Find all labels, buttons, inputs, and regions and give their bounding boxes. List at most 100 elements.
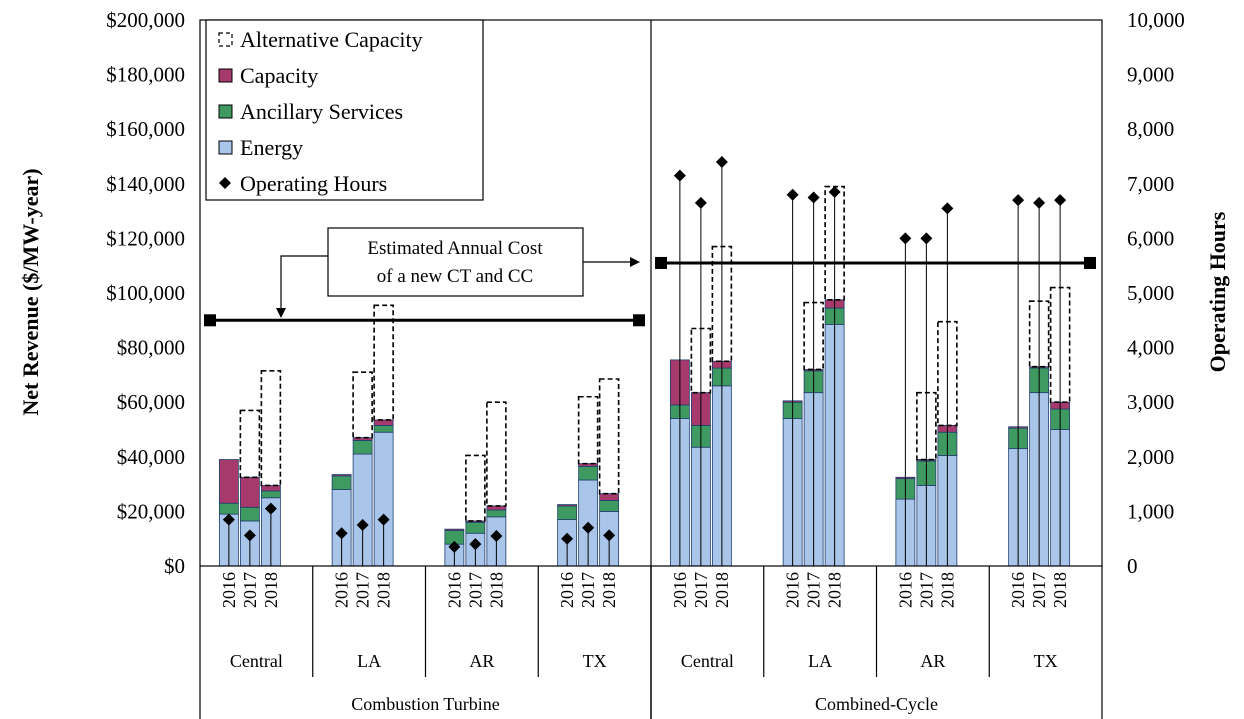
year-label: 2017 xyxy=(578,572,598,608)
year-label: 2016 xyxy=(332,572,352,608)
y-left-axis-title: Net Revenue ($/MW-year) xyxy=(18,168,43,415)
bar-ancillary xyxy=(240,507,259,521)
bar-capacity xyxy=(600,494,619,501)
legend-label-hours: Operating Hours xyxy=(240,171,387,196)
year-label: 2018 xyxy=(261,572,281,608)
y-left-tick-label: $20,000 xyxy=(117,499,185,523)
bar-capacity xyxy=(261,485,280,490)
year-label: 2016 xyxy=(670,572,690,608)
year-label: 2018 xyxy=(599,572,619,608)
y-right-axis-title: Operating Hours xyxy=(1205,211,1230,372)
bar-ancillary xyxy=(332,476,351,490)
annotation-arrowhead-left xyxy=(276,308,286,318)
y-right-tick-label: 8,000 xyxy=(1127,117,1174,141)
legend-label-capacity: Capacity xyxy=(240,63,318,88)
hours-marker xyxy=(695,197,707,209)
legend-label-energy: Energy xyxy=(240,135,303,160)
year-label: 2017 xyxy=(1029,572,1049,608)
y-right-tick-label: 7,000 xyxy=(1127,172,1174,196)
bar-ancillary xyxy=(466,522,485,533)
cost-line-marker xyxy=(633,314,645,326)
bar-alt-capacity xyxy=(261,371,280,486)
year-label: 2017 xyxy=(465,572,485,608)
hours-marker xyxy=(674,170,686,182)
region-label: Central xyxy=(230,651,283,671)
year-label: 2018 xyxy=(937,572,957,608)
hours-marker xyxy=(787,189,799,201)
group-label: Combined-Cycle xyxy=(815,694,938,714)
bar-ancillary xyxy=(261,491,280,498)
y-left-tick-label: $200,000 xyxy=(106,8,185,32)
legend-swatch-capacity xyxy=(219,69,232,82)
year-label: 2018 xyxy=(712,572,732,608)
bar-capacity xyxy=(445,529,464,530)
bar-alt-capacity xyxy=(466,455,485,521)
year-label: 2018 xyxy=(1050,572,1070,608)
y-right-tick-label: 3,000 xyxy=(1127,390,1174,414)
bar-ancillary xyxy=(374,425,393,432)
legend-label-alt-capacity: Alternative Capacity xyxy=(240,27,423,52)
y-left-tick-label: $160,000 xyxy=(106,117,185,141)
region-label: TX xyxy=(583,651,607,671)
y-right-tick-label: 4,000 xyxy=(1127,336,1174,360)
year-label: 2017 xyxy=(916,572,936,608)
hours-marker xyxy=(1012,194,1024,206)
bar-alt-capacity xyxy=(600,379,619,494)
annotation-arrow-left xyxy=(281,256,328,314)
bar-ancillary xyxy=(600,500,619,511)
bar-alt-capacity xyxy=(353,372,372,438)
cost-line-marker xyxy=(204,314,216,326)
y-left-tick-label: $80,000 xyxy=(117,336,185,360)
y-left-tick-label: $60,000 xyxy=(117,390,185,414)
year-label: 2016 xyxy=(219,572,239,608)
bar-ancillary xyxy=(487,510,506,517)
region-label: TX xyxy=(1034,651,1058,671)
y-left-tick-label: $40,000 xyxy=(117,445,185,469)
group-label: Combustion Turbine xyxy=(351,694,500,714)
bar-alt-capacity xyxy=(240,410,259,477)
bar-capacity xyxy=(374,420,393,425)
bar-capacity xyxy=(219,460,238,504)
region-label: LA xyxy=(357,651,381,671)
bar-ancillary xyxy=(558,506,577,520)
bar-alt-capacity xyxy=(374,305,393,420)
hours-marker xyxy=(941,202,953,214)
y-right-tick-label: 2,000 xyxy=(1127,445,1174,469)
bar-ancillary xyxy=(219,503,238,514)
year-label: 2017 xyxy=(353,572,373,608)
hours-marker xyxy=(808,191,820,203)
year-label: 2018 xyxy=(825,572,845,608)
y-right-tick-label: 5,000 xyxy=(1127,281,1174,305)
year-label: 2016 xyxy=(895,572,915,608)
y-left-tick-label: $120,000 xyxy=(106,226,185,250)
legend-label-ancillary: Ancillary Services xyxy=(240,99,403,124)
year-label: 2016 xyxy=(557,572,577,608)
hours-marker xyxy=(920,232,932,244)
region-label: AR xyxy=(469,651,494,671)
year-label: 2018 xyxy=(374,572,394,608)
region-label: AR xyxy=(920,651,945,671)
legend-swatch-ancillary xyxy=(219,105,232,118)
hours-marker xyxy=(899,232,911,244)
year-label: 2017 xyxy=(691,572,711,608)
year-label: 2016 xyxy=(1008,572,1028,608)
region-label: LA xyxy=(808,651,832,671)
y-left-tick-label: $0 xyxy=(164,554,185,578)
hours-marker xyxy=(1054,194,1066,206)
cost-line-marker xyxy=(1084,257,1096,269)
hours-marker xyxy=(716,156,728,168)
bar-alt-capacity xyxy=(579,397,598,464)
year-label: 2016 xyxy=(444,572,464,608)
legend-swatch-energy xyxy=(219,141,232,154)
y-right-tick-label: 6,000 xyxy=(1127,226,1174,250)
bar-capacity xyxy=(332,475,351,476)
y-right-tick-label: 1,000 xyxy=(1127,499,1174,523)
annotation-arrowhead-right xyxy=(630,257,640,267)
legend: Alternative Capacity Capacity Ancillary … xyxy=(206,20,483,200)
cost-annotation: Estimated Annual Cost of a new CT and CC xyxy=(276,228,640,318)
hours-marker xyxy=(829,186,841,198)
hours-marker xyxy=(1033,197,1045,209)
year-label: 2018 xyxy=(486,572,506,608)
y-left-tick-label: $140,000 xyxy=(106,172,185,196)
